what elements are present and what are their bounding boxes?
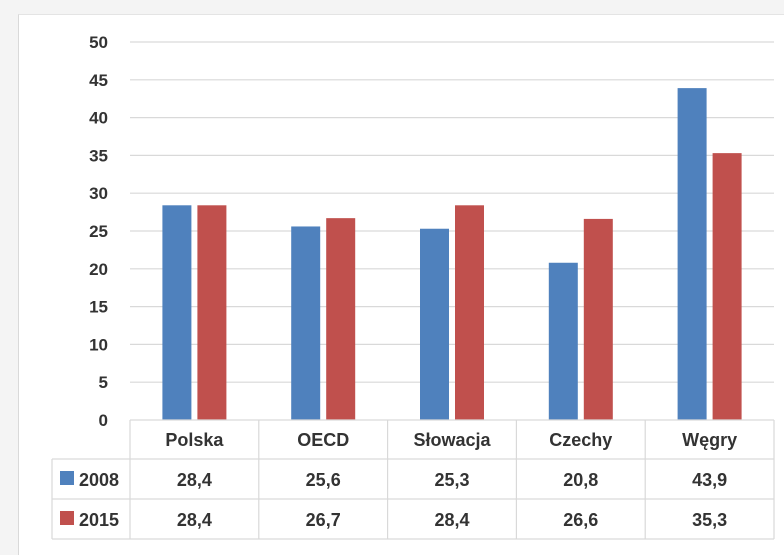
bar-2008-OECD xyxy=(291,226,321,420)
legend-key-2008 xyxy=(60,471,74,485)
category-label: Czechy xyxy=(549,430,612,450)
chart-frame xyxy=(18,14,784,555)
data-label: 25,3 xyxy=(434,470,469,490)
data-label: 28,4 xyxy=(434,510,469,530)
data-label: 28,4 xyxy=(177,510,212,530)
y-tick-label: 0 xyxy=(99,411,108,430)
bar-2015-Węgry xyxy=(712,153,742,420)
y-tick-label: 25 xyxy=(89,222,108,241)
data-label: 43,9 xyxy=(692,470,727,490)
bar-2015-OECD xyxy=(326,218,356,420)
legend-key-2015 xyxy=(60,511,74,525)
data-label: 20,8 xyxy=(563,470,598,490)
data-label: 35,3 xyxy=(692,510,727,530)
y-tick-label: 5 xyxy=(99,373,108,392)
category-label: Słowacja xyxy=(413,430,491,450)
category-label: OECD xyxy=(297,430,349,450)
y-tick-label: 10 xyxy=(89,335,108,354)
category-label: Węgry xyxy=(682,430,737,450)
bar-2008-Polska xyxy=(162,205,192,420)
y-tick-label: 45 xyxy=(89,71,108,90)
data-label: 26,7 xyxy=(306,510,341,530)
bar-2008-Słowacja xyxy=(420,228,449,420)
data-label: 25,6 xyxy=(306,470,341,490)
y-tick-label: 35 xyxy=(89,146,108,165)
y-tick-label: 30 xyxy=(89,184,108,203)
y-tick-label: 20 xyxy=(89,260,108,279)
y-tick-label: 15 xyxy=(89,298,108,317)
data-label: 28,4 xyxy=(177,470,212,490)
bar-2008-Czechy xyxy=(548,262,578,420)
y-tick-label: 40 xyxy=(89,109,108,128)
y-tick-label: 50 xyxy=(89,33,108,52)
bar-2015-Słowacja xyxy=(455,205,484,420)
bar-2008-Węgry xyxy=(677,88,707,420)
bar-2015-Polska xyxy=(197,205,227,420)
category-label: Polska xyxy=(165,430,224,450)
legend-label: 2008 xyxy=(79,470,119,490)
legend-label: 2015 xyxy=(79,510,119,530)
bar-2015-Czechy xyxy=(583,218,613,420)
data-label: 26,6 xyxy=(563,510,598,530)
